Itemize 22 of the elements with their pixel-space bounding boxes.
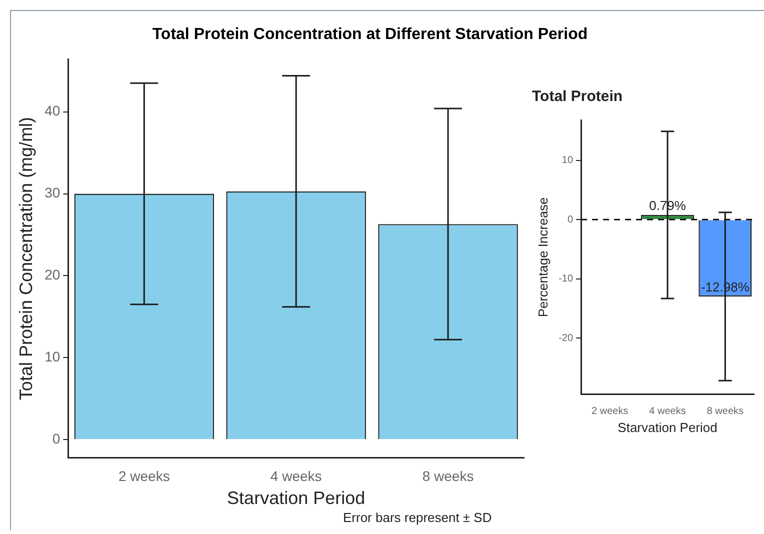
y-axis-title: Total Protein Concentration (mg/ml) [16, 116, 36, 400]
y-tick-label: 10 [562, 155, 574, 166]
x-tick-label: 2 weeks [592, 406, 628, 418]
y-tick-label: 20 [44, 266, 60, 283]
y-tick-label: 30 [44, 184, 60, 201]
chart-title: Total Protein [532, 88, 623, 106]
y-tick-label: -10 [558, 274, 574, 285]
text: Error bars represent ± SD [343, 510, 492, 525]
x-tick-label: 4 weeks [270, 468, 322, 484]
x-tick-label: 2 weeks [118, 468, 170, 484]
y-tick-label: 40 [44, 102, 60, 119]
x-tick-label: 4 weeks [649, 406, 686, 418]
y-axis-title: Percentage Increase [535, 197, 550, 318]
y-tick-label: -20 [558, 332, 574, 344]
x-axis-title: Starvation Period [227, 488, 366, 508]
x-axis-title: Starvation Period [618, 420, 718, 435]
chart-title: Total Protein Concentration at Different Starvation Period [151, 26, 589, 44]
y-tick-label: 0 [52, 430, 60, 446]
x-tick-label: 8 weeks [422, 468, 474, 484]
y-tick-label: 10 [44, 348, 60, 364]
y-tick-label: 0 [567, 214, 574, 226]
x-tick-label: 8 weeks [706, 406, 744, 418]
